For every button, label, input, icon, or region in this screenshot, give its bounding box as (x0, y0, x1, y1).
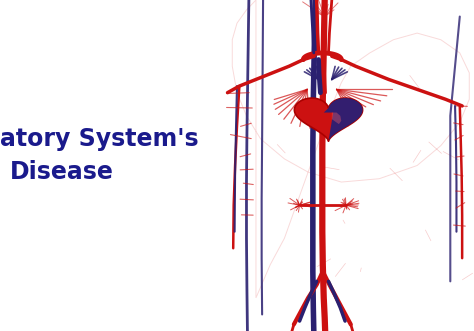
Polygon shape (324, 98, 363, 141)
Polygon shape (332, 113, 341, 124)
Text: Disease: Disease (9, 160, 114, 184)
Polygon shape (294, 98, 363, 141)
Text: Circulatory System's: Circulatory System's (0, 127, 199, 151)
